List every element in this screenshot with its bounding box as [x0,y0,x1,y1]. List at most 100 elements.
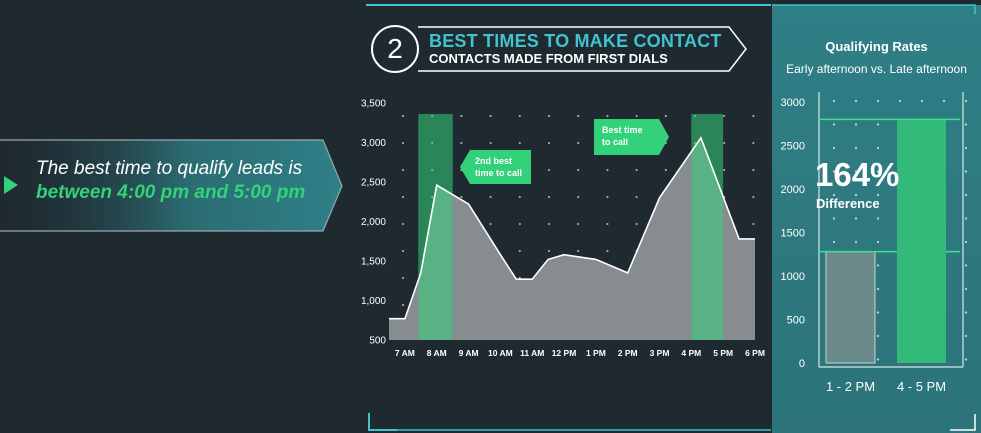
grid-dot [876,146,880,150]
grid-dot [964,334,968,338]
callout-2nd-best-line2: time to call [475,168,522,178]
grid-dot [964,311,968,314]
right-panel-frame-bottom [950,414,976,431]
grid-dot [964,358,968,361]
highlight-band-2 [691,114,724,340]
qualifying-bar-chart: 1 - 2 PM 4 - 5 PM 0 500 1000 1500 2000 2500 3000 [781,92,968,394]
grid-dot [964,264,968,267]
x-tick-label: 9 AM [459,348,479,358]
grid-dot [401,222,405,226]
chart-subtitle: CONTACTS MADE FROM FIRST DIALS [429,51,668,66]
grid-dot [547,249,551,253]
grid-dot [577,195,580,199]
grid-dot [606,222,609,226]
grid-dot [577,114,580,118]
grid-dot [964,123,968,126]
grid-dot [635,168,638,172]
grid-dot [876,287,880,291]
grid-dot [401,141,405,145]
y-tick-label: 1,000 [361,296,386,307]
qualifying-title: Qualifying Rates [825,39,928,54]
grid-dot [752,168,755,172]
x-tick-label: 11 AM [520,348,544,358]
section-number: 2 [387,33,403,64]
x-tick-label: 4 PM [681,348,701,358]
grid-dot [832,146,836,150]
grid-dot [964,146,968,150]
grid-dot [854,193,858,197]
y-tick-label: 2,000 [361,217,386,228]
grid-dot [964,240,968,244]
grid-dot [964,217,968,220]
grid-dot [832,123,836,126]
y-tick-label: 2,500 [361,178,386,189]
x-tick-label: 2 PM [618,348,638,358]
grid-dot [832,217,836,220]
highlight-band-1 [418,114,453,340]
bar-late-afternoon [897,119,946,364]
grid-dot [577,222,580,226]
grid-dot [964,99,968,103]
grid-dot [547,222,551,226]
grid-dot [876,217,880,220]
grid-dot [832,170,836,173]
grid-dot [964,287,968,291]
grid-dot [401,114,405,118]
grid-dot [547,114,551,118]
grid-dot [606,114,609,118]
grid-dot [876,358,880,361]
grid-dot [752,114,755,118]
grid-dot [489,114,492,118]
bar-y-tick-label: 1500 [781,228,805,240]
bar-y-tick-label: 2500 [781,141,805,153]
grid-dot [854,123,858,126]
x-tick-label: 7 AM [395,348,415,358]
grid-dot [606,195,609,199]
grid-dot [547,168,551,172]
callout-2nd-best-shape [460,150,531,184]
grid-dot [518,222,521,226]
grid-dot [635,195,638,199]
chart-title: BEST TIMES TO MAKE CONTACT [429,31,722,51]
grid-dot [547,195,551,199]
grid-dot [664,168,667,172]
grid-dot [876,123,880,126]
grid-dot [723,141,726,145]
y-tick-label: 3,000 [361,138,386,149]
bar-y-tick-label: 1000 [781,271,805,283]
grid-dot [518,195,521,199]
callout-best-shape [594,119,669,155]
grid-dot [664,114,667,118]
grid-dot [606,249,609,253]
grid-dot [752,141,755,145]
grid-dot [752,222,755,226]
grid-dot [401,195,405,199]
grid-dot [876,99,880,103]
grid-dot [460,195,463,199]
grid-dot [854,217,858,220]
grid-dot [401,249,405,253]
grid-dot [854,240,858,244]
grid-dot [401,276,405,280]
grid-dot [832,240,836,244]
grid-dot [635,114,638,118]
bar-category-label: 4 - 5 PM [897,379,946,394]
grid-dot [964,170,968,173]
grid-dot [876,311,880,314]
grid-dot [876,193,880,197]
grid-dot [401,168,405,172]
grid-dot [854,170,858,173]
grid-dot [606,168,609,172]
qualifying-subtitle: Early afternoon vs. Late afternoon [786,62,967,76]
grid-dot [460,114,463,118]
right-panel [772,5,981,433]
grid-dot [854,146,858,150]
x-tick-label: 8 AM [427,348,447,358]
callout-best: Best time to call [594,119,669,155]
banner-line2: between 4:00 pm and 5:00 pm [36,182,306,203]
grid-dot [942,99,946,103]
x-tick-label: 1 PM [586,348,606,358]
grid-dot [577,249,580,253]
banner-text: The best time to qualify leads is betwee… [36,157,326,205]
grid-dot [964,193,968,197]
